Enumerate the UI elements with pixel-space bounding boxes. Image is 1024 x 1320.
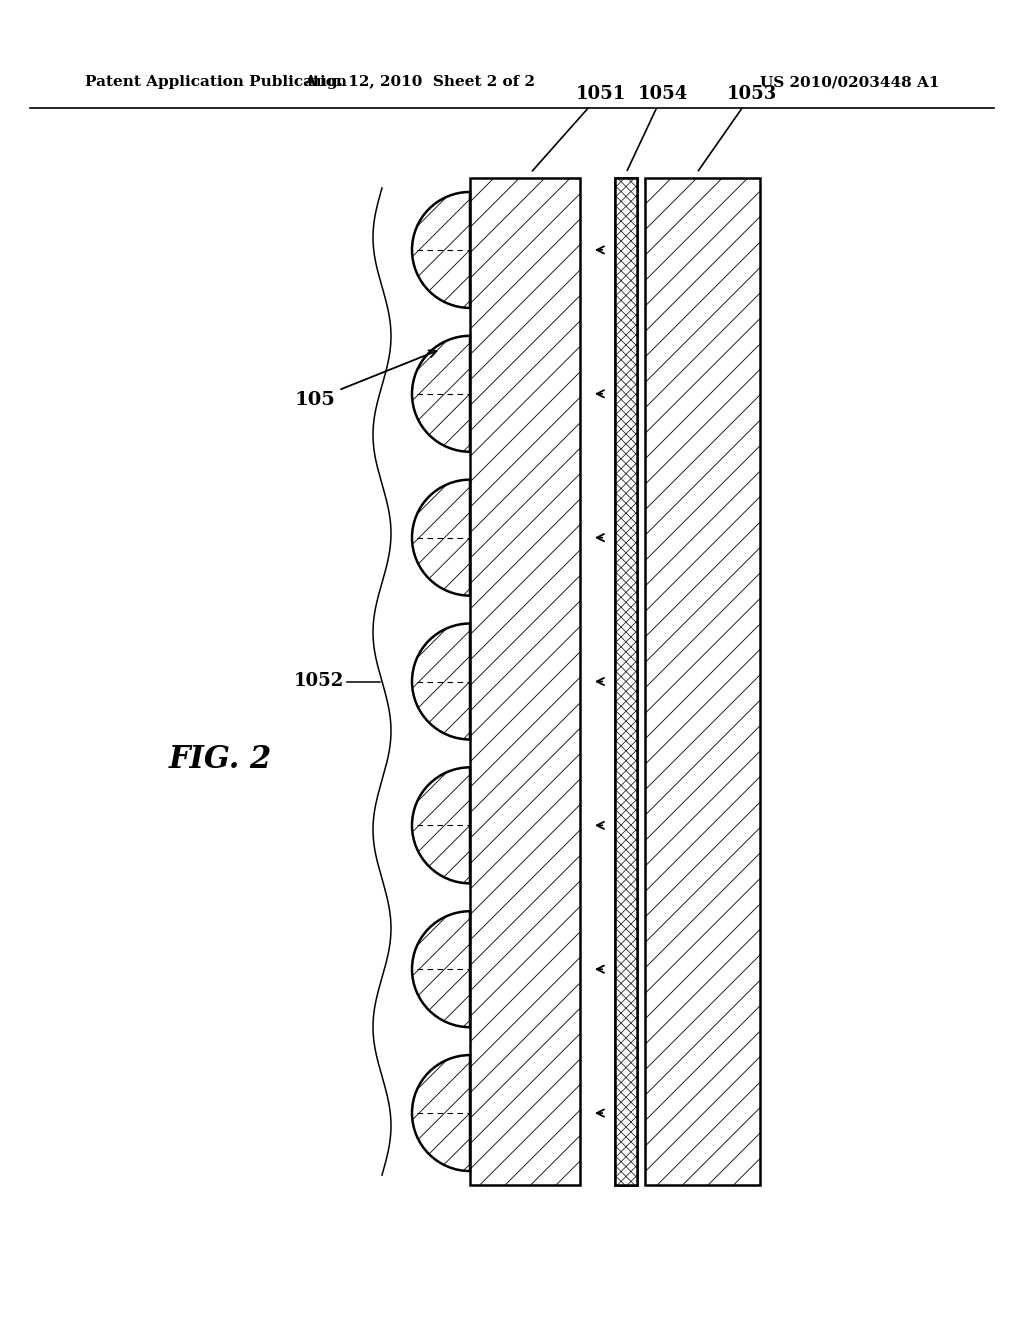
Bar [645, 178, 760, 1185]
Text: US 2010/0203448 A1: US 2010/0203448 A1 [760, 75, 940, 88]
Text: FIG. 2: FIG. 2 [168, 744, 271, 776]
Wedge shape [412, 1055, 470, 1171]
Wedge shape [412, 623, 470, 739]
Text: 1054: 1054 [627, 84, 688, 170]
Wedge shape [412, 911, 470, 1027]
Wedge shape [412, 191, 470, 308]
Text: 1052: 1052 [294, 672, 344, 690]
Wedge shape [412, 479, 470, 595]
Wedge shape [412, 767, 470, 883]
Bar [615, 178, 637, 1185]
Text: 105: 105 [295, 350, 436, 409]
Text: Patent Application Publication: Patent Application Publication [85, 75, 347, 88]
Text: 1053: 1053 [698, 84, 777, 170]
Text: Aug. 12, 2010  Sheet 2 of 2: Aug. 12, 2010 Sheet 2 of 2 [304, 75, 536, 88]
Bar [470, 178, 580, 1185]
Bar [615, 178, 637, 1185]
Wedge shape [412, 335, 470, 451]
Text: 1051: 1051 [532, 84, 626, 170]
Bar [615, 178, 637, 1185]
